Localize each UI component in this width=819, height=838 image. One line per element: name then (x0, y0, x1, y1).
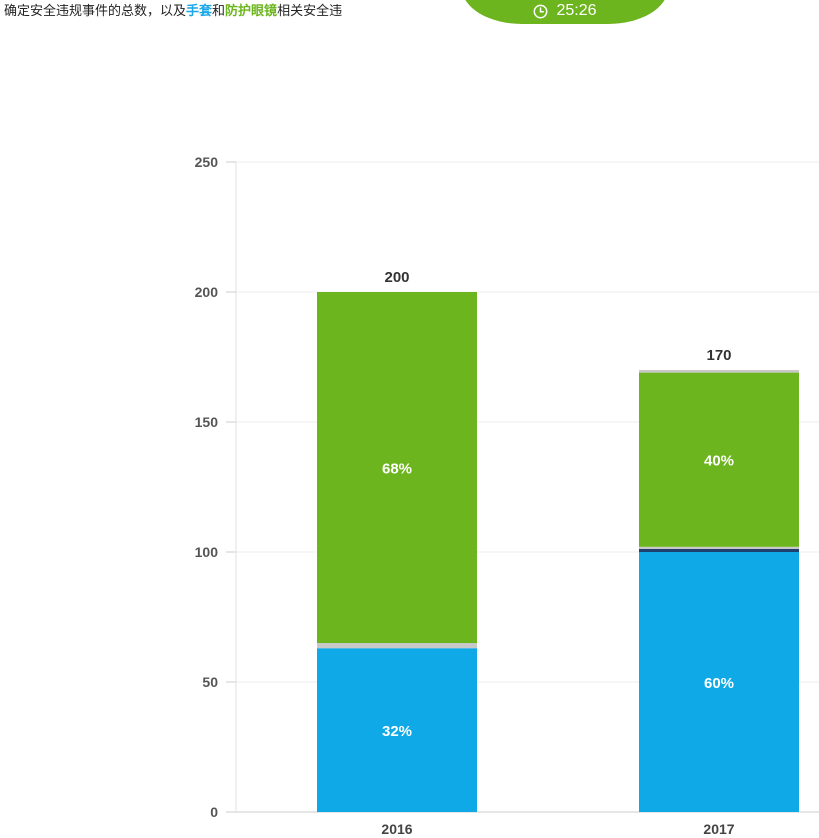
clock-icon (534, 4, 548, 18)
percent-label: 68% (382, 461, 412, 478)
term-gloves: 手套 (186, 4, 213, 19)
instruction-text: 确定安全违规事件的总数，以及手套和防护眼镜相关安全违 (4, 2, 504, 22)
timer-value: 25:26 (556, 2, 597, 19)
bar-segment (317, 292, 477, 643)
instruction-suffix: 相关安全违 (277, 4, 343, 19)
y-tick-label: 0 (210, 804, 218, 820)
y-tick-label: 200 (195, 284, 219, 300)
labels: 32% 68% 200 2016 60% 40% 170 2017 (381, 269, 734, 837)
total-label: 170 (706, 347, 731, 364)
instruction-mid: 和 (212, 4, 226, 19)
percent-label: 60% (704, 675, 734, 692)
percent-label: 40% (704, 453, 734, 470)
percent-label: 32% (382, 723, 412, 740)
timer-badge: 25:26 (462, 0, 668, 24)
y-tick-label: 150 (195, 414, 219, 430)
y-tick-label: 250 (195, 154, 219, 170)
bar-segment (317, 648, 477, 812)
bar-segment (639, 370, 799, 373)
bars (317, 292, 799, 812)
x-category-label: 2016 (381, 821, 412, 837)
bar-segment (639, 552, 799, 812)
y-axis: 0 50 100 150 200 250 (195, 154, 237, 820)
y-tick-label: 50 (202, 674, 218, 690)
segment-divider (639, 549, 799, 552)
y-tick-label: 100 (195, 544, 219, 560)
total-label: 200 (384, 269, 409, 286)
x-category-label: 2017 (703, 821, 734, 837)
bar-segment (639, 372, 799, 547)
bar-segment (317, 643, 477, 649)
term-goggles: 防护眼镜 (225, 4, 278, 19)
instruction-prefix: 确定安全违规事件的总数，以及 (4, 4, 187, 19)
